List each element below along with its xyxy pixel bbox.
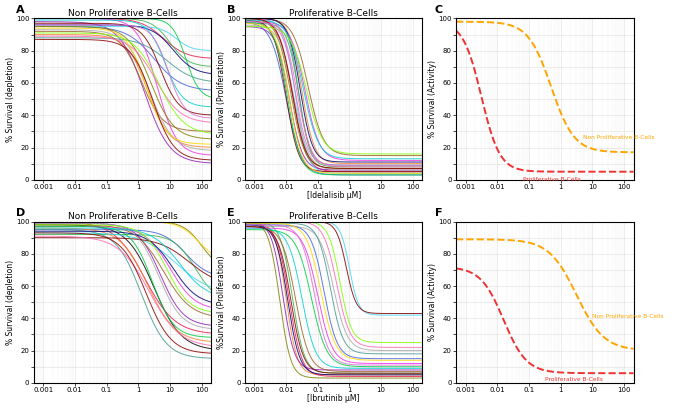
Y-axis label: % Survival (depletion): % Survival (depletion) — [5, 56, 15, 142]
Text: C: C — [435, 5, 443, 15]
Text: F: F — [435, 208, 442, 218]
X-axis label: [Ibrutinib μM]: [Ibrutinib μM] — [307, 394, 360, 403]
Text: D: D — [16, 208, 25, 218]
Text: E: E — [227, 208, 235, 218]
X-axis label: [Idelalisib μM]: [Idelalisib μM] — [306, 191, 360, 200]
Title: Proliferative B-Cells: Proliferative B-Cells — [289, 9, 378, 18]
Y-axis label: % Survival (Activity): % Survival (Activity) — [428, 60, 437, 138]
Title: Non Proliferative B-Cells: Non Proliferative B-Cells — [68, 212, 178, 221]
Text: Non Proliferative B-Cells: Non Proliferative B-Cells — [583, 135, 655, 140]
Y-axis label: % Survival (depletion): % Survival (depletion) — [5, 260, 15, 345]
Text: A: A — [16, 5, 24, 15]
Title: Non Proliferative B-Cells: Non Proliferative B-Cells — [68, 9, 178, 18]
Text: Non Proliferative B-Cells: Non Proliferative B-Cells — [593, 314, 664, 319]
Y-axis label: % Survival (Activity): % Survival (Activity) — [428, 263, 437, 341]
Text: Proliferative B-Cells: Proliferative B-Cells — [545, 377, 603, 382]
Text: B: B — [227, 5, 236, 15]
Title: Proliferative B-Cells: Proliferative B-Cells — [289, 212, 378, 221]
Text: Proliferative B-Cells: Proliferative B-Cells — [522, 177, 580, 182]
Y-axis label: %Survival (Proliferation): %Survival (Proliferation) — [217, 255, 225, 349]
Y-axis label: % Survival (Proliferation): % Survival (Proliferation) — [217, 51, 225, 147]
